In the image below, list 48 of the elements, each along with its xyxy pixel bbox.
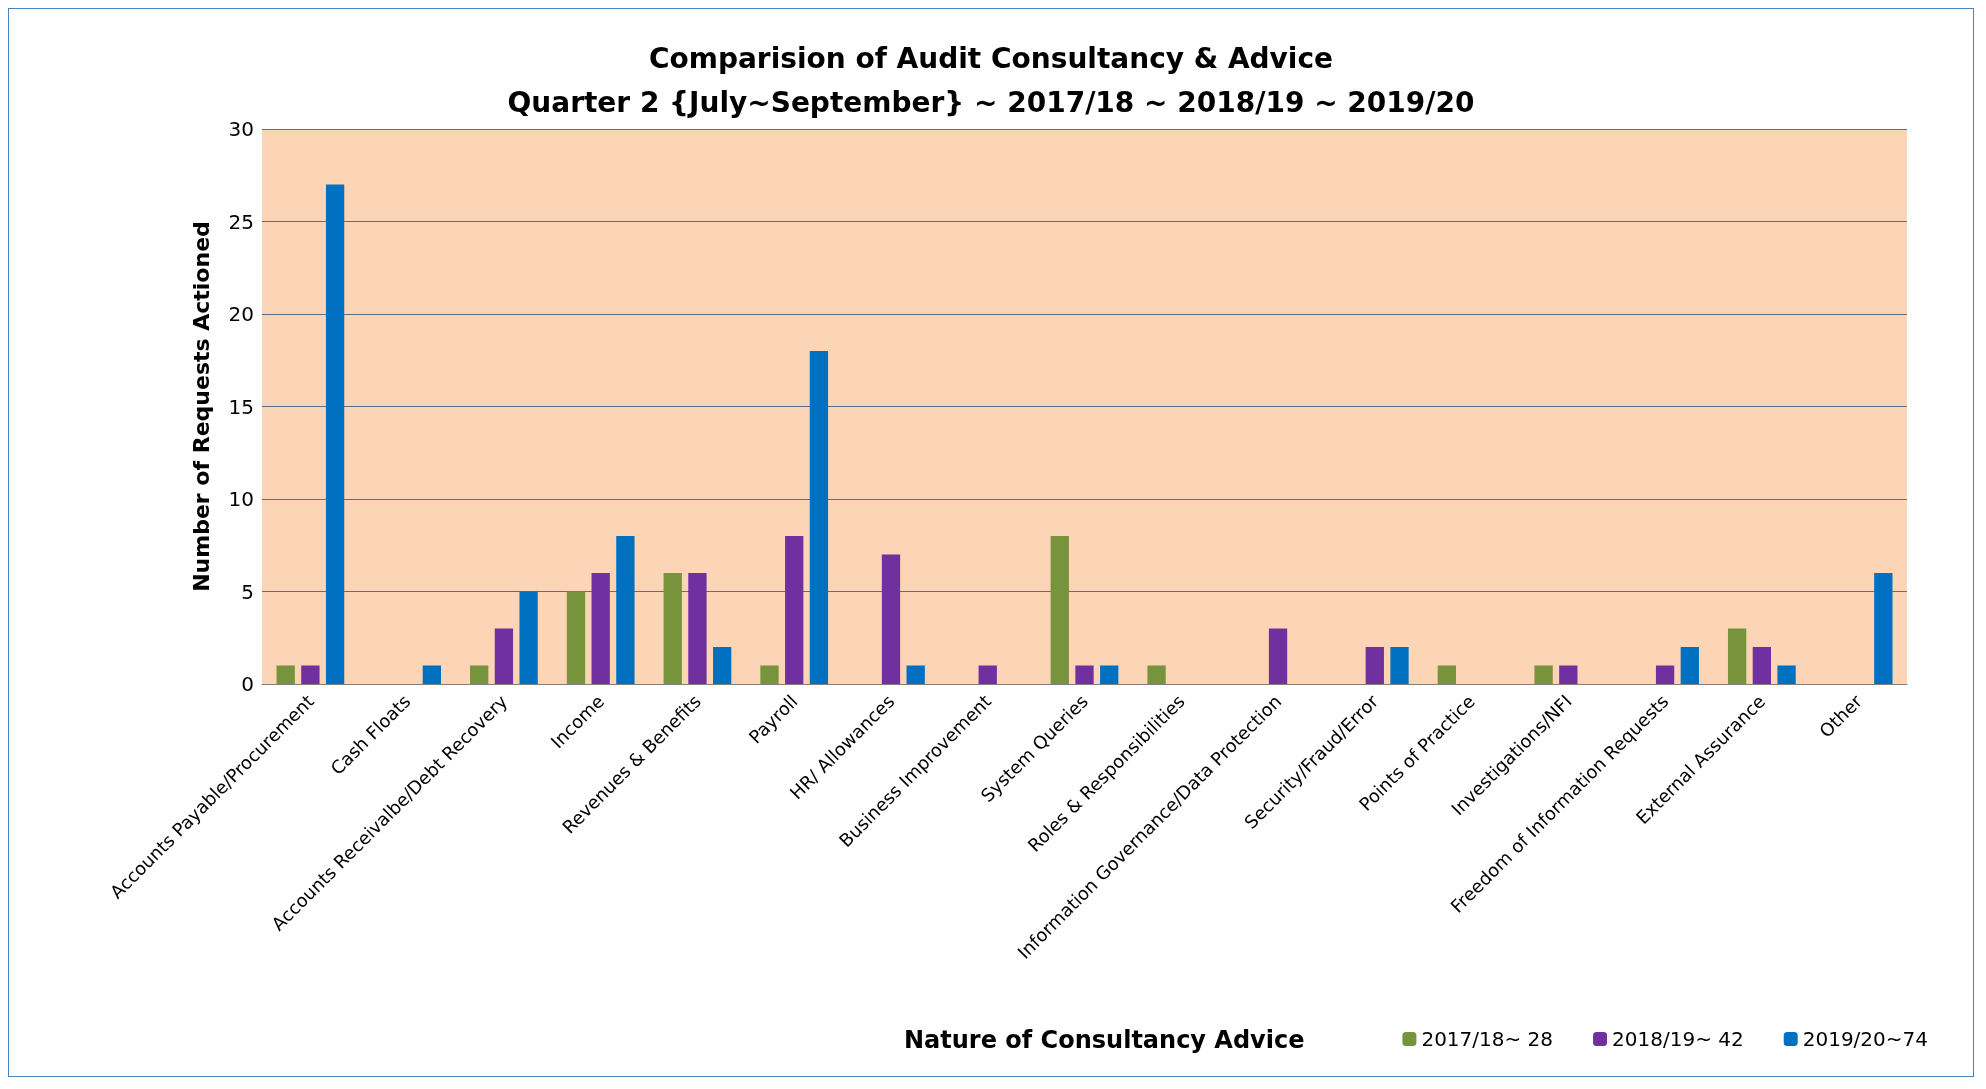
bar bbox=[325, 184, 345, 684]
y-tick-label: 30 bbox=[228, 117, 254, 141]
bar bbox=[1727, 628, 1747, 684]
bar bbox=[1680, 647, 1699, 684]
bar bbox=[1390, 647, 1409, 684]
y-axis-title: Number of Requests Actioned bbox=[188, 221, 214, 592]
bar bbox=[1147, 665, 1166, 684]
bar bbox=[1559, 665, 1578, 684]
bar bbox=[1268, 628, 1288, 684]
y-tick-label: 0 bbox=[241, 672, 254, 696]
bar bbox=[1777, 665, 1796, 684]
bar bbox=[713, 647, 732, 684]
bar bbox=[616, 536, 635, 684]
y-tick-label: 5 bbox=[241, 579, 254, 604]
bar bbox=[906, 665, 925, 684]
bar bbox=[470, 665, 489, 684]
bar bbox=[688, 573, 707, 684]
bar bbox=[978, 665, 997, 684]
bar bbox=[663, 573, 682, 684]
legend-label: 2018/19~ 42 bbox=[1612, 1027, 1744, 1051]
bar bbox=[1752, 647, 1772, 684]
y-tick-label: 20 bbox=[228, 302, 254, 326]
legend-label: 2019/20~74 bbox=[1802, 1027, 1928, 1051]
bar bbox=[301, 665, 320, 684]
bar bbox=[785, 536, 804, 684]
bar bbox=[1534, 665, 1553, 684]
bar bbox=[760, 665, 779, 684]
bar bbox=[1437, 665, 1456, 684]
bar bbox=[566, 591, 586, 684]
bar bbox=[1050, 536, 1069, 684]
y-tick-label: 15 bbox=[228, 394, 254, 419]
x-axis-title: Nature of Consultancy Advice bbox=[904, 1026, 1305, 1054]
bar bbox=[1655, 665, 1675, 684]
bar bbox=[422, 665, 442, 684]
bar bbox=[1365, 647, 1384, 684]
y-tick-label: 25 bbox=[228, 209, 254, 234]
bar bbox=[1100, 665, 1119, 684]
bar bbox=[591, 573, 610, 684]
bar bbox=[1075, 665, 1094, 684]
y-tick-label: 10 bbox=[228, 487, 254, 511]
bar bbox=[881, 554, 901, 684]
bar bbox=[276, 665, 295, 684]
chart-title: Comparision of Audit Consultancy & Advice Quarter 2 {July~September} ~ 2017/18 ~ 2018/19 ~ 2019/20 bbox=[507, 41, 1475, 119]
bar bbox=[519, 591, 538, 684]
legend-label: 2017/18~ 28 bbox=[1421, 1027, 1554, 1051]
bar bbox=[809, 351, 829, 684]
bar bbox=[1874, 573, 1893, 684]
bar bbox=[494, 628, 514, 684]
